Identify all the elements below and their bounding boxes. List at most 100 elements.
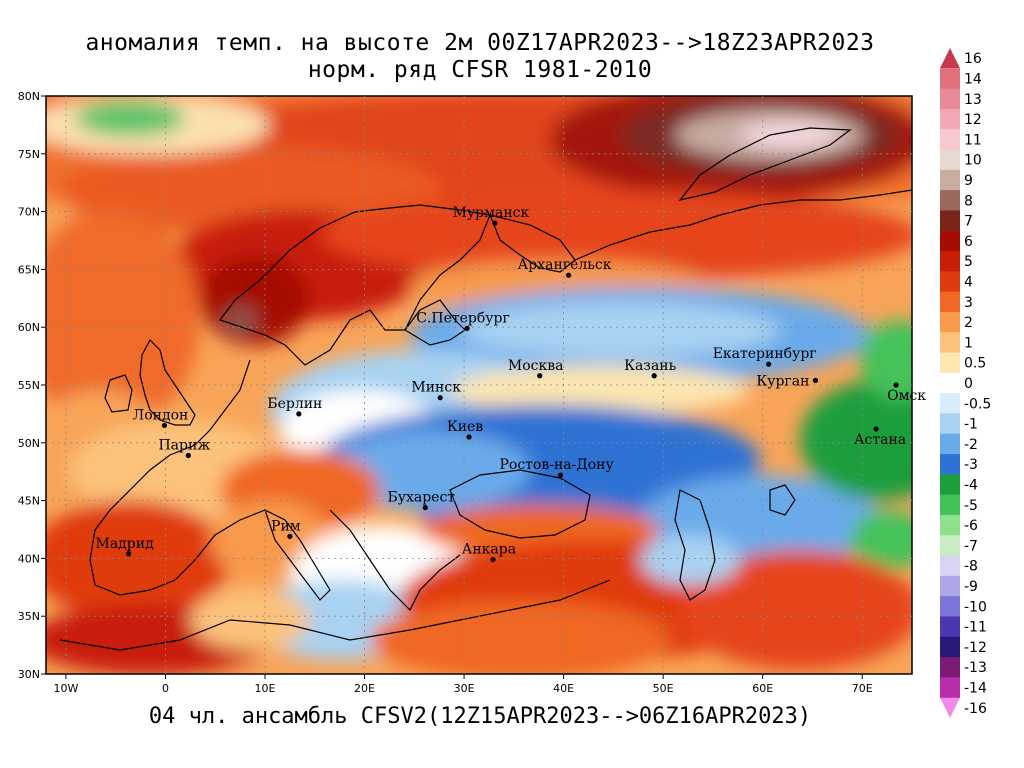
colorbar-swatch — [940, 616, 960, 638]
colorbar-swatch — [940, 352, 960, 374]
lat-tick-label: 55N — [18, 379, 40, 392]
colorbar-label: -13 — [964, 660, 987, 676]
colorbar-swatch — [940, 677, 960, 699]
lat-tick-label: 65N — [18, 263, 40, 276]
anomaly-field — [46, 96, 912, 674]
colorbar-label: 13 — [964, 92, 982, 108]
colorbar-label: -4 — [964, 478, 978, 494]
coastlines — [59, 127, 912, 651]
city-dot — [812, 377, 819, 383]
colorbar-label: -16 — [964, 701, 987, 717]
colorbar-swatch — [940, 169, 960, 191]
colorbar-swatch — [940, 68, 960, 90]
colorbar-swatch — [940, 372, 960, 394]
map-title: аномалия темп. на высоте 2м 00Z17APR2023… — [85, 30, 875, 56]
colorbar-swatch — [940, 494, 960, 516]
colorbar-label: -12 — [964, 640, 987, 656]
colorbar-label: 1 — [964, 335, 973, 351]
colorbar-swatch — [940, 514, 960, 536]
lon-tick-label: 30E — [454, 682, 475, 695]
city-label: Рим — [271, 518, 301, 534]
city-label: Астана — [854, 432, 906, 448]
colorbar-swatch — [940, 596, 960, 617]
colorbar-label: -6 — [964, 518, 978, 534]
city-dot — [766, 361, 772, 367]
colorbar-label: 7 — [964, 214, 973, 230]
city-label: Мадрид — [96, 536, 155, 552]
colorbar-swatch — [940, 271, 960, 293]
city-dot — [893, 382, 899, 388]
city-dot — [873, 426, 879, 432]
lon-tick-label: 10W — [53, 682, 78, 695]
lon-tick-label: 10E — [255, 682, 276, 695]
colorbar-label: 10 — [964, 153, 982, 169]
colorbar-swatch — [940, 332, 960, 354]
colorbar-swatch — [940, 393, 960, 414]
colorbar-label: 9 — [964, 173, 973, 189]
colorbar-swatch — [940, 230, 960, 252]
city-dot — [490, 556, 496, 563]
lat-tick-label: 60N — [18, 321, 40, 334]
city-label: Киев — [447, 419, 483, 435]
city-label: Мурманск — [453, 205, 530, 221]
city-dot — [287, 533, 293, 540]
colorbar-swatch — [940, 454, 960, 475]
colorbar-label: 5 — [964, 254, 973, 270]
colorbar-label: 11 — [964, 132, 982, 148]
city-label: Архангельск — [518, 257, 612, 273]
colorbar-label: 3 — [964, 295, 973, 311]
city-dot — [466, 434, 472, 440]
colorbar-swatch — [940, 535, 960, 557]
colorbar-swatch — [940, 657, 960, 678]
colorbar-label: 4 — [964, 274, 973, 290]
city-label: Курган — [756, 373, 809, 389]
colorbar-label: -2 — [964, 437, 978, 453]
city-dot — [492, 220, 498, 226]
colorbar-label: 14 — [964, 71, 982, 87]
city-label: Лондон — [133, 407, 189, 423]
lat-tick-label: 50N — [18, 437, 40, 450]
colorbar-swatch — [940, 555, 960, 577]
colorbar-label: -1 — [964, 417, 978, 433]
colorbar-swatch — [940, 190, 960, 211]
city-dot — [651, 373, 657, 379]
city-dot — [464, 325, 470, 331]
city-label: Екатеринбург — [713, 346, 817, 362]
lat-tick-label: 40N — [18, 552, 40, 565]
colorbar-swatch — [940, 413, 960, 435]
colorbar-swatch — [940, 474, 960, 496]
city-label: Москва — [508, 358, 564, 374]
city-dot — [422, 504, 428, 511]
map-subtitle: норм. ряд CFSR 1981-2010 — [307, 57, 653, 83]
colorbar-swatch — [940, 575, 960, 597]
colorbar-label: 2 — [964, 315, 973, 331]
city-label: Казань — [624, 358, 676, 374]
gridlines — [46, 96, 912, 674]
colorbar-label: -9 — [964, 579, 978, 595]
city-dot — [537, 373, 543, 379]
colorbar-swatch — [940, 311, 960, 333]
city-dot — [185, 452, 191, 459]
city-dot — [161, 422, 168, 429]
lat-tick-label: 75N — [18, 148, 40, 161]
colorbar-label: 6 — [964, 234, 973, 250]
colorbar-swatch — [940, 636, 960, 658]
colorbar-swatch — [940, 697, 960, 718]
city-label: Берлин — [267, 396, 322, 412]
colorbar-label: 16 — [964, 51, 982, 67]
lon-tick-label: 40E — [553, 682, 574, 695]
colorbar-swatch — [940, 291, 960, 313]
city-label: Анкара — [462, 542, 516, 558]
city-dot — [565, 272, 572, 278]
colorbar-label: -3 — [964, 457, 978, 473]
colorbar-label: -5 — [964, 498, 978, 514]
colorbar-swatch — [940, 210, 960, 232]
lon-tick-label: 70E — [852, 682, 873, 695]
lon-tick-label: 50E — [653, 682, 674, 695]
colorbar-label: -11 — [964, 620, 987, 636]
ensemble-label: 04 чл. ансамбль CFSV2(12Z15APR2023-->06Z… — [148, 704, 812, 729]
colorbar-swatch — [940, 48, 960, 69]
lat-tick-label: 45N — [18, 495, 40, 508]
city-label: С.Петербург — [416, 310, 510, 326]
